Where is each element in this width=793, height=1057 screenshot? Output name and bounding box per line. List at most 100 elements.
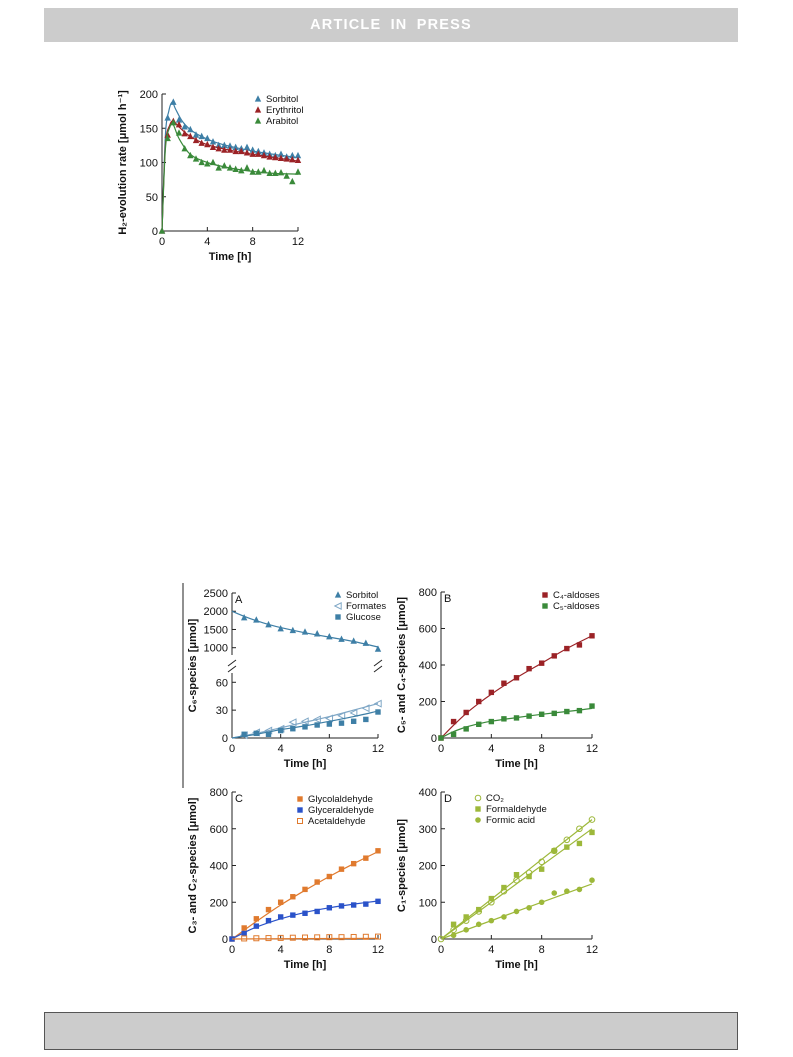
legend-marker (333, 601, 342, 611)
data-point (204, 160, 211, 167)
chart-C: 0 200 400 600 800 0 4 8 12 Time [h] C₃- and C₂-spe… (187, 787, 384, 971)
data-point (192, 136, 200, 144)
data-point (338, 866, 345, 872)
data-point (538, 899, 545, 906)
x-tick-label: 8 (326, 743, 332, 755)
x-axis-title: Time [h] (209, 251, 252, 263)
data-point (170, 118, 177, 126)
data-point (243, 143, 251, 151)
data-point (302, 910, 308, 916)
data-point (350, 933, 357, 940)
data-point (375, 933, 381, 940)
data-point (363, 716, 369, 723)
data-point (238, 166, 245, 174)
axis-break-mark (373, 665, 383, 673)
data-point (326, 721, 333, 727)
data-point (363, 855, 369, 861)
data-point (551, 848, 557, 854)
data-point (253, 916, 260, 922)
data-point (175, 121, 183, 128)
legend-label: C₅-aldoses (553, 601, 600, 612)
data-point (326, 632, 333, 640)
legend-marker (297, 818, 303, 824)
data-point (526, 665, 532, 672)
data-point (232, 165, 239, 172)
chart-D: 0 100 200 300 400 0 4 8 12 Time [h] C₁-species [μm… (396, 787, 598, 971)
data-point (513, 876, 520, 884)
legend-marker (475, 806, 481, 812)
data-point (375, 709, 381, 715)
data-point (175, 116, 183, 123)
data-point (241, 925, 247, 931)
data-point (272, 169, 279, 177)
x-tick-label: 4 (488, 743, 494, 755)
legend-label: C₄-aldoses (553, 590, 600, 601)
fit-line (161, 120, 299, 232)
data-point (302, 886, 308, 893)
data-point (513, 675, 520, 681)
x-tick-label: 4 (204, 236, 210, 248)
data-point (361, 704, 370, 713)
data-point (488, 917, 495, 924)
data-point (215, 145, 222, 152)
y-tick-label: 400 (419, 787, 437, 799)
data-point (198, 158, 205, 166)
data-point (314, 722, 320, 728)
data-point (350, 902, 357, 908)
data-point (538, 711, 545, 717)
data-point (294, 156, 302, 164)
x-tick-label: 0 (229, 743, 235, 755)
data-point (221, 162, 228, 169)
data-point (187, 125, 194, 133)
data-point (266, 169, 273, 177)
y-tick-label: 100 (140, 158, 158, 170)
y-tick-label: 50 (146, 192, 158, 204)
x-tick-label: 12 (372, 743, 384, 755)
data-point (249, 146, 256, 153)
data-point (253, 935, 260, 942)
data-point (290, 726, 296, 732)
data-point (289, 934, 296, 941)
data-point (589, 703, 595, 709)
data-point (283, 155, 290, 162)
x-tick-label: 8 (539, 743, 545, 755)
legend-marker (334, 591, 342, 598)
data-point (215, 164, 222, 171)
data-point (501, 884, 507, 891)
legend-label: Formic acid (486, 815, 535, 826)
data-point (350, 860, 357, 867)
data-point (241, 930, 247, 937)
data-point (277, 899, 284, 905)
data-point (209, 143, 217, 151)
data-point (181, 129, 188, 137)
data-point (501, 680, 507, 686)
series-sorbitol (231, 610, 382, 652)
data-point (164, 134, 171, 142)
legend-marker (474, 794, 482, 802)
data-point (437, 935, 445, 943)
x-axis-title: Time [h] (284, 758, 327, 770)
fit-line (440, 828, 593, 940)
y-tick-label: 600 (210, 824, 228, 836)
data-point (170, 98, 177, 105)
data-point (277, 727, 284, 734)
panel-label: D (444, 793, 452, 805)
data-point (198, 139, 205, 146)
data-point (501, 914, 507, 920)
series-c-aldoses (438, 703, 595, 741)
series-glucose (231, 709, 381, 739)
data-point (526, 873, 532, 880)
data-point (463, 927, 469, 933)
series-formic-acid (440, 877, 595, 940)
data-point (288, 718, 297, 727)
data-point (576, 707, 583, 714)
data-point (209, 138, 217, 145)
data-point (564, 844, 570, 850)
legend-marker (335, 614, 341, 620)
data-point (564, 645, 570, 652)
y-tick-label: 400 (419, 660, 437, 672)
fit-line (161, 122, 299, 232)
y-tick-label: 600 (419, 624, 437, 636)
x-tick-label: 4 (278, 944, 284, 956)
legend-label: Glycolaldehyde (308, 794, 373, 805)
